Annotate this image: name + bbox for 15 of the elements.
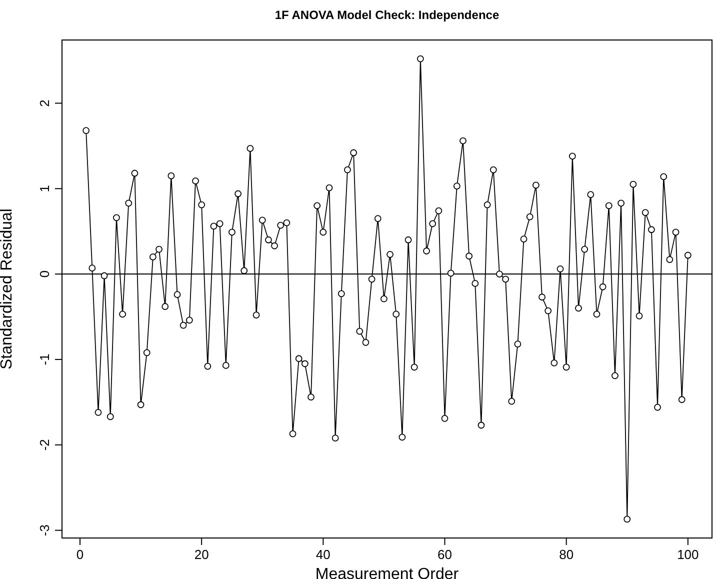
x-tick-label: 20 bbox=[194, 547, 209, 562]
y-tick-label: 0 bbox=[37, 270, 52, 278]
y-tick-label: 1 bbox=[37, 185, 52, 192]
x-tick-label: 80 bbox=[559, 547, 574, 562]
y-tick-label: -2 bbox=[37, 439, 52, 451]
chart-title: 1F ANOVA Model Check: Independence bbox=[274, 8, 500, 22]
x-tick-label: 60 bbox=[438, 547, 452, 562]
y-tick-label: -1 bbox=[37, 354, 52, 366]
x-tick-label: 100 bbox=[677, 547, 699, 562]
y-tick-label: -3 bbox=[37, 524, 52, 536]
x-axis-title: Measurement Order bbox=[315, 566, 460, 579]
x-tick-label: 40 bbox=[316, 547, 330, 562]
x-tick-label: 0 bbox=[76, 547, 84, 562]
y-axis-title: Standardized Residual bbox=[0, 208, 16, 370]
y-tick-label: 2 bbox=[37, 100, 52, 107]
